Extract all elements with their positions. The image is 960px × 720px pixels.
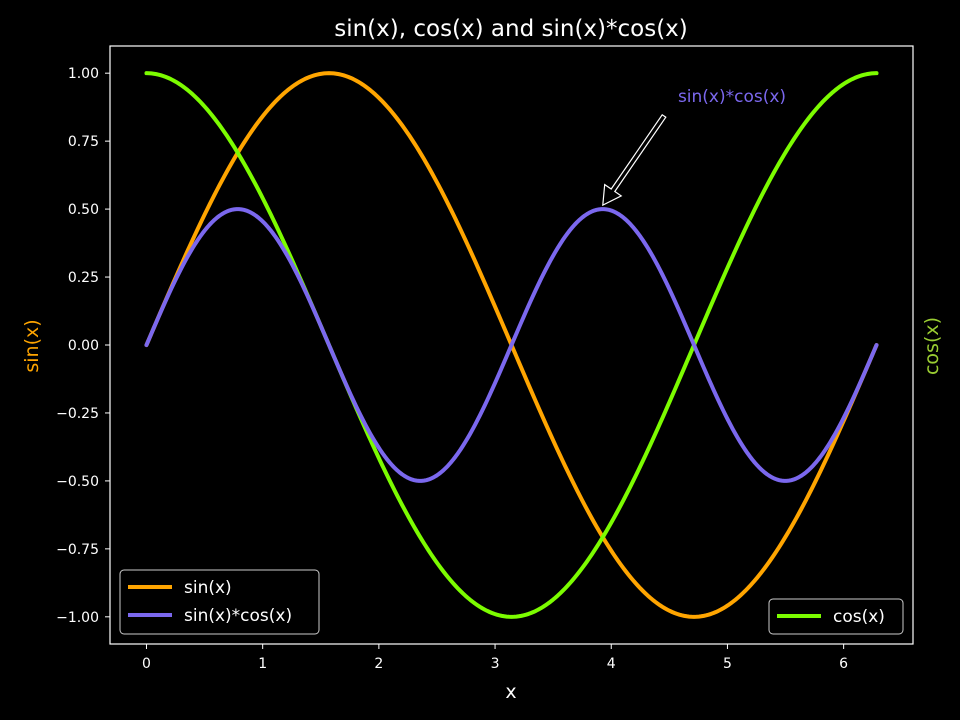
x-tick-label: 2 (374, 656, 383, 672)
y-tick-label: −1.00 (56, 610, 99, 626)
y-axis-label-right: cos(x) (921, 317, 943, 375)
legend-label-cos: cos(x) (833, 607, 885, 627)
annotation-label: sin(x)*cos(x) (678, 87, 786, 107)
series-line-cos (144, 71, 879, 619)
y-tick-label: −0.25 (56, 406, 99, 422)
x-tick-label: 1 (258, 656, 267, 672)
y-tick-label: 0.25 (68, 270, 99, 286)
chart-title: sin(x), cos(x) and sin(x)*cos(x) (334, 16, 688, 42)
y-tick-label: 1.00 (68, 66, 99, 82)
series-layer (144, 71, 879, 619)
y-tick-label: 0.50 (68, 202, 99, 218)
x-tick-label: 0 (142, 656, 151, 672)
annotation-arrow (602, 113, 667, 207)
legend-label-sin: sin(x) (184, 578, 232, 598)
y-tick-label: −0.75 (56, 542, 99, 558)
y-tick-label: −0.50 (56, 474, 99, 490)
y-axis: 1.00 0.75 0.50 0.25 0.00 −0.25 −0.50 −0.75 −1.00 (56, 66, 110, 626)
x-axis: 0 1 2 3 4 5 6 (142, 644, 848, 672)
legend-right: cos(x) (768, 598, 904, 635)
y-tick-label: 0.00 (68, 338, 99, 354)
y-tick-label: 0.75 (68, 134, 99, 150)
x-tick-label: 3 (491, 656, 500, 672)
legend-right-box (768, 598, 904, 635)
series-line-sincos (144, 207, 879, 483)
legend-left: sin(x) sin(x)*cos(x) (119, 569, 320, 635)
x-tick-label: 6 (839, 656, 848, 672)
y-axis-label-left: sin(x) (21, 319, 43, 372)
legend-label-sincos: sin(x)*cos(x) (184, 606, 292, 626)
x-axis-label: x (505, 681, 516, 703)
x-tick-label: 5 (723, 656, 732, 672)
x-tick-label: 4 (607, 656, 616, 672)
annotation: sin(x)*cos(x) (602, 87, 786, 207)
